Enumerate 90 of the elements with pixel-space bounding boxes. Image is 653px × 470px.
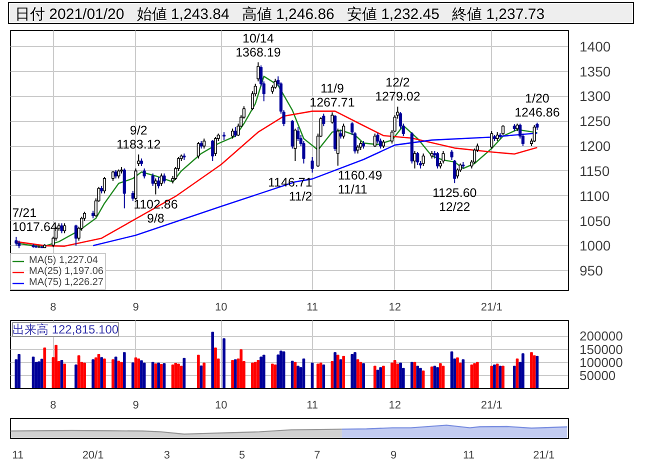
candlestick <box>416 152 420 166</box>
candlestick <box>501 124 505 136</box>
candlestick <box>310 156 314 174</box>
candlestick <box>196 142 200 160</box>
x-tick-label: 21/1 <box>480 400 502 412</box>
candlestick <box>453 160 456 184</box>
text: 始値 1,243.84 <box>136 6 230 23</box>
y-tick-label: 1000 <box>580 238 611 254</box>
y-tick-label: 1050 <box>580 212 611 229</box>
x-tick-label: 12 <box>388 302 401 314</box>
candlestick <box>456 168 460 179</box>
candlestick <box>142 168 146 179</box>
text: 高値 1,246.86 <box>242 6 334 23</box>
y-tick-label: 1300 <box>580 88 611 104</box>
annotation: 9/2 1183.12 <box>116 123 161 152</box>
candlestick <box>532 124 536 143</box>
candlestick <box>422 153 425 166</box>
candlestick <box>214 136 218 157</box>
y-tick-label: 1350 <box>580 63 611 80</box>
candlestick <box>151 172 154 186</box>
y-tick-label: 1100 <box>580 188 610 204</box>
y-tick-label: 200000 <box>580 328 623 344</box>
candlestick <box>436 152 440 169</box>
y-tick-label: 1250 <box>580 113 611 130</box>
legend-label: MA(25) 1,197.06 <box>29 266 104 277</box>
annotation: 10/14 1368.19 <box>236 31 281 60</box>
x-tick-label: 21/1 <box>533 450 555 462</box>
candlestick <box>154 178 158 195</box>
x-tick-label: 9 <box>132 302 139 314</box>
x-tick-label: 11 <box>12 450 24 462</box>
x-tick-label: 9 <box>390 450 397 462</box>
annotation: 11/9 1267.71 <box>310 81 355 110</box>
candlestick <box>60 222 64 234</box>
x-tick-label: 8 <box>50 302 56 314</box>
annotation: 1160.49 11/11 <box>338 168 382 197</box>
candlestick <box>413 150 416 169</box>
annotation: 1125.60 12/22 <box>432 186 477 214</box>
chart-title: 出来高 122,815.100 <box>12 322 119 336</box>
x-tick-label: 8 <box>50 400 56 412</box>
candlestick <box>74 224 78 246</box>
candlestick <box>450 150 454 160</box>
y-tick-label: 1150 <box>580 162 610 179</box>
y-tick-label: 50000 <box>580 368 616 383</box>
x-tick-label: 10 <box>215 400 228 412</box>
x-tick-label: 12 <box>388 400 401 412</box>
candlestick <box>160 172 163 186</box>
candlestick <box>231 128 234 140</box>
y-tick-label: 100000 <box>580 354 623 370</box>
candlestick <box>322 113 326 127</box>
annotation: 1/20 1246.86 <box>514 92 560 120</box>
candlestick <box>294 128 297 162</box>
text: 終値 1,237.73 <box>452 6 545 23</box>
candlestick <box>296 126 300 142</box>
candlestick <box>202 138 206 150</box>
candlestick <box>111 170 115 182</box>
x-tick-label: 7 <box>314 450 320 462</box>
candlestick <box>211 140 214 162</box>
candlestick <box>162 172 166 184</box>
candlestick <box>102 176 106 194</box>
candlestick <box>490 130 494 150</box>
x-tick-label: 5 <box>239 450 246 462</box>
y-tick-label: 1200 <box>580 138 611 154</box>
candlestick <box>234 126 237 138</box>
y-tick-label: 150000 <box>580 342 623 357</box>
x-tick-label: 9 <box>132 400 139 412</box>
candlestick <box>122 168 126 209</box>
annotation: 12/2 1279.02 <box>375 76 420 104</box>
legend-label: MA(5) 1,227.04 <box>29 255 98 266</box>
y-tick-label: 950 <box>580 262 604 279</box>
candlestick <box>137 154 140 166</box>
x-tick-label: 11 <box>463 450 474 462</box>
candlestick <box>342 123 346 140</box>
y-tick-label: 1400 <box>580 38 611 54</box>
x-tick-label: 21/1 <box>480 302 502 314</box>
x-tick-label: 20/1 <box>82 450 104 462</box>
x-tick-label: 11 <box>306 302 318 314</box>
candlestick <box>330 112 334 124</box>
text: 安値 1,232.45 <box>346 6 440 23</box>
candlestick <box>376 132 380 144</box>
x-tick-label: 11 <box>306 400 318 412</box>
text: 日付 2021/01/20 <box>15 6 124 23</box>
candlestick <box>157 176 160 189</box>
annotation: 7/21 1017.64 <box>12 206 58 234</box>
candlestick <box>63 222 66 234</box>
candlestick <box>336 128 340 166</box>
x-tick-label: 10 <box>215 302 228 314</box>
candlestick <box>373 133 376 148</box>
candlestick <box>256 62 260 82</box>
x-tick-label: 3 <box>164 450 170 462</box>
legend-label: MA(75) 1,226.27 <box>29 277 104 288</box>
